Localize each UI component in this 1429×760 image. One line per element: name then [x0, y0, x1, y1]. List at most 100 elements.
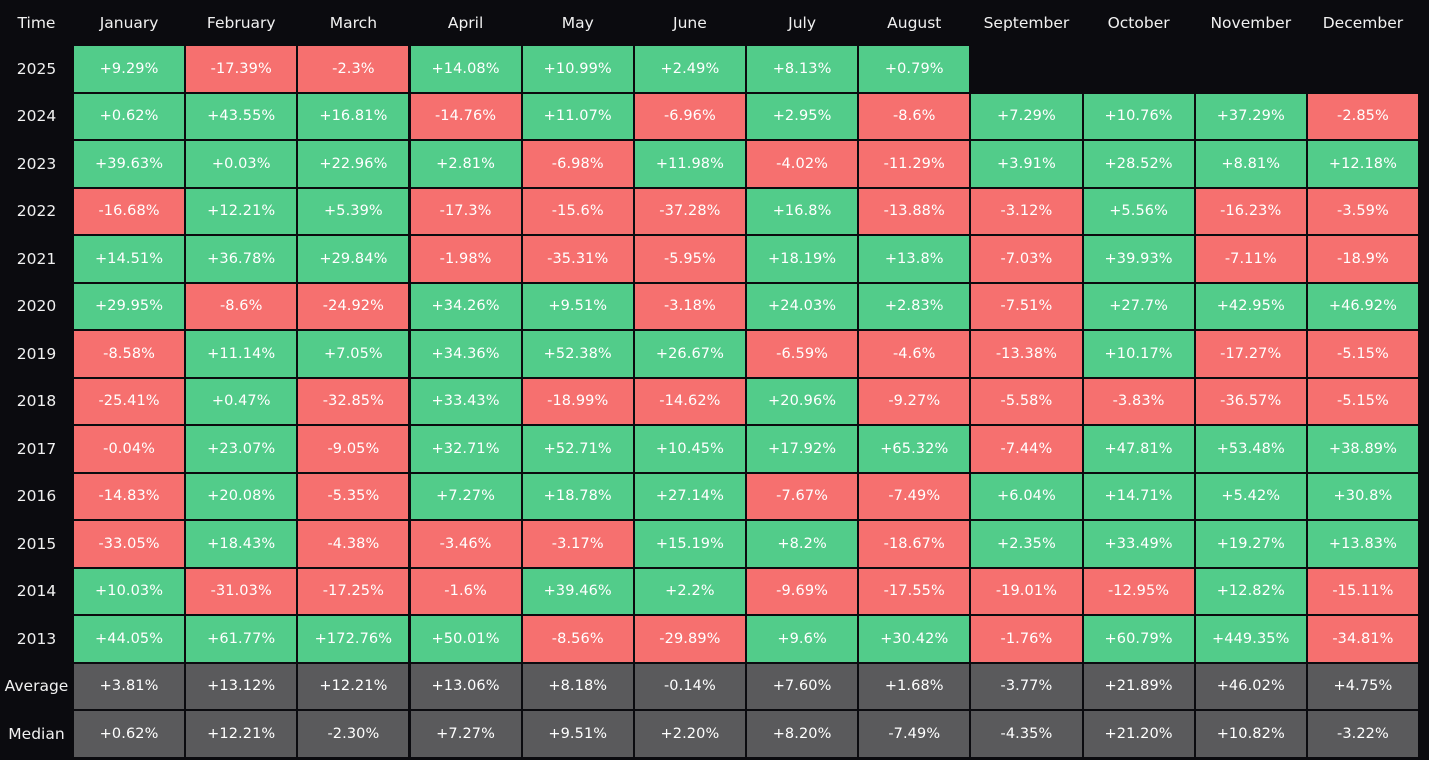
heatmap-cell: +11.07%: [522, 93, 633, 139]
heatmap-cell: -16.23%: [1195, 188, 1306, 234]
heatmap-cell: -19.01%: [971, 568, 1082, 614]
heatmap-cell: +44.05%: [74, 616, 185, 662]
heatmap-cell: +12.21%: [298, 663, 409, 709]
heatmap-cell: -2.3%: [298, 46, 409, 92]
heatmap-cell: -24.92%: [298, 283, 409, 329]
heatmap-cell: +7.27%: [410, 711, 521, 757]
heatmap-cell: +2.2%: [634, 568, 745, 614]
heatmap-cell: +0.62%: [74, 93, 185, 139]
corner-label: Time: [17, 13, 56, 32]
heatmap-cell: -8.58%: [74, 331, 185, 377]
heatmap-cell: -18.99%: [522, 378, 633, 424]
heatmap-cell: -18.9%: [1307, 236, 1419, 282]
heatmap-cell: -18.67%: [859, 521, 970, 567]
heatmap-cell: -7.67%: [747, 473, 858, 519]
heatmap-cell: -14.76%: [410, 93, 521, 139]
row-label-2016: 2016: [16, 487, 57, 506]
heatmap-cell: -3.22%: [1307, 711, 1419, 757]
heatmap-cell: -32.85%: [298, 378, 409, 424]
row-label-2022: 2022: [16, 202, 57, 221]
heatmap-cell: +14.51%: [74, 236, 185, 282]
heatmap-cell: -11.29%: [859, 141, 970, 187]
heatmap-cell: -0.04%: [74, 426, 185, 472]
heatmap-cell: +8.81%: [1195, 141, 1306, 187]
heatmap-cell: -33.05%: [74, 521, 185, 567]
column-header-december: December: [1322, 13, 1404, 32]
heatmap-cell: +8.2%: [747, 521, 858, 567]
heatmap-cell: +12.18%: [1307, 141, 1419, 187]
heatmap-cell: +21.89%: [1083, 663, 1194, 709]
heatmap-cell: +4.75%: [1307, 663, 1419, 709]
heatmap-cell: -14.62%: [634, 378, 745, 424]
heatmap-cell: +9.51%: [522, 711, 633, 757]
heatmap-cell: +12.21%: [186, 188, 297, 234]
heatmap-cell: +172.76%: [298, 616, 409, 662]
heatmap-cell: +7.05%: [298, 331, 409, 377]
heatmap-cell: +6.04%: [971, 473, 1082, 519]
heatmap-cell: +8.13%: [747, 46, 858, 92]
heatmap-cell: +22.96%: [298, 141, 409, 187]
heatmap-cell: -9.05%: [298, 426, 409, 472]
heatmap-cell: +13.12%: [186, 663, 297, 709]
heatmap-cell: +18.19%: [747, 236, 858, 282]
heatmap-cell: -3.18%: [634, 283, 745, 329]
heatmap-cell: +17.92%: [747, 426, 858, 472]
heatmap-cell: +39.93%: [1083, 236, 1194, 282]
heatmap-cell: -3.17%: [522, 521, 633, 567]
heatmap-cell: +46.02%: [1195, 663, 1306, 709]
row-label-2014: 2014: [16, 582, 57, 601]
heatmap-cell: +18.78%: [522, 473, 633, 519]
heatmap-cell: +23.07%: [186, 426, 297, 472]
heatmap-cell: +30.8%: [1307, 473, 1419, 519]
row-label-average: Average: [4, 677, 69, 696]
heatmap-cell: -9.27%: [859, 378, 970, 424]
row-label-2020: 2020: [16, 297, 57, 316]
heatmap-cell: -37.28%: [634, 188, 745, 234]
heatmap-cell: -8.6%: [859, 93, 970, 139]
heatmap-cell: +3.81%: [74, 663, 185, 709]
heatmap-cell: -7.51%: [971, 283, 1082, 329]
heatmap-cell: -4.35%: [971, 711, 1082, 757]
heatmap-cell: +42.95%: [1195, 283, 1306, 329]
heatmap-cell: +7.27%: [410, 473, 521, 519]
heatmap-cell: -25.41%: [74, 378, 185, 424]
heatmap-cell: +65.32%: [859, 426, 970, 472]
heatmap-cell: +13.8%: [859, 236, 970, 282]
heatmap-cell: -5.15%: [1307, 378, 1419, 424]
heatmap-cell: -3.83%: [1083, 378, 1194, 424]
heatmap-cell: +20.08%: [186, 473, 297, 519]
heatmap-cell: +37.29%: [1195, 93, 1306, 139]
heatmap-cell: +12.21%: [186, 711, 297, 757]
heatmap-cell: -4.38%: [298, 521, 409, 567]
heatmap-cell: +32.71%: [410, 426, 521, 472]
heatmap-cell: +10.76%: [1083, 93, 1194, 139]
row-label-median: Median: [8, 724, 65, 743]
heatmap-cell: +0.79%: [859, 46, 970, 92]
heatmap-cell: +5.42%: [1195, 473, 1306, 519]
row-label-2015: 2015: [16, 534, 57, 553]
heatmap-cell: +5.39%: [298, 188, 409, 234]
heatmap-cell: +0.03%: [186, 141, 297, 187]
heatmap-cell: +24.03%: [747, 283, 858, 329]
row-label-2025: 2025: [16, 59, 57, 78]
heatmap-cell: +50.01%: [410, 616, 521, 662]
heatmap-cell: -17.3%: [410, 188, 521, 234]
heatmap-cell: +11.98%: [634, 141, 745, 187]
heatmap-cell: +61.77%: [186, 616, 297, 662]
heatmap-cell: -7.03%: [971, 236, 1082, 282]
row-label-2024: 2024: [16, 107, 57, 126]
heatmap-cell: +29.95%: [74, 283, 185, 329]
heatmap-cell: -5.95%: [634, 236, 745, 282]
heatmap-cell: +2.95%: [747, 93, 858, 139]
heatmap-cell: -2.85%: [1307, 93, 1419, 139]
heatmap-cell: +60.79%: [1083, 616, 1194, 662]
heatmap-cell: +13.83%: [1307, 521, 1419, 567]
heatmap-cell: +0.47%: [186, 378, 297, 424]
heatmap-cell: +14.08%: [410, 46, 521, 92]
row-label-2021: 2021: [16, 249, 57, 268]
heatmap-cell: -0.14%: [634, 663, 745, 709]
heatmap-cell: +3.91%: [971, 141, 1082, 187]
heatmap-cell: -5.15%: [1307, 331, 1419, 377]
heatmap-cell: +39.63%: [74, 141, 185, 187]
heatmap-cell: -13.38%: [971, 331, 1082, 377]
